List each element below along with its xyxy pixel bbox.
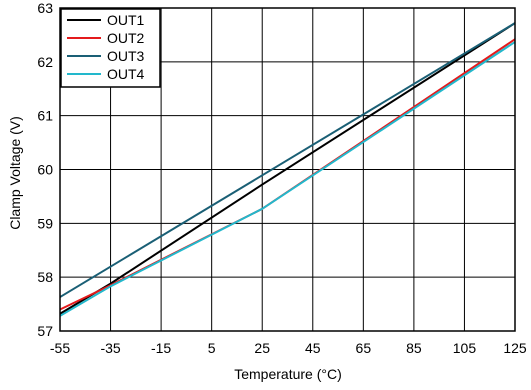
series-lines xyxy=(59,22,516,317)
series-line-out3 xyxy=(59,22,516,298)
x-tick-label: 125 xyxy=(503,340,527,356)
series-line-out4 xyxy=(59,41,516,317)
y-tick-label: 62 xyxy=(37,54,53,70)
x-tick-label: 45 xyxy=(305,340,321,356)
y-tick-label: 63 xyxy=(37,0,53,16)
y-tick-label: 58 xyxy=(37,269,53,285)
x-tick-label: 65 xyxy=(356,340,372,356)
legend-label-out2: OUT2 xyxy=(107,30,145,46)
plot-border xyxy=(59,7,516,332)
x-tick-label: -35 xyxy=(100,340,120,356)
tick-labels: -55 -35 -15 5 25 45 65 85 105 125 57 58 59 60 61 62 63 xyxy=(37,0,526,356)
x-tick-label: 105 xyxy=(453,340,477,356)
y-tick-label: 59 xyxy=(37,215,53,231)
legend-label-out3: OUT3 xyxy=(107,48,145,64)
y-tick-label: 61 xyxy=(37,108,53,124)
legend-label-out1: OUT1 xyxy=(107,12,145,28)
legend-label-out4: OUT4 xyxy=(107,66,145,82)
x-tick-label: 5 xyxy=(208,340,216,356)
plot-frame xyxy=(59,7,516,332)
y-axis-title: Clamp Voltage (V) xyxy=(7,116,23,230)
x-axis-title: Temperature (°C) xyxy=(234,366,342,382)
x-tick-label: 85 xyxy=(406,340,422,356)
series-line-out1 xyxy=(59,22,516,315)
x-tick-label: -55 xyxy=(50,340,70,356)
legend: OUT1 OUT2 OUT3 OUT4 xyxy=(60,8,161,88)
x-tick-label: -15 xyxy=(151,340,171,356)
x-tick-label: 25 xyxy=(254,340,270,356)
y-tick-label: 60 xyxy=(37,162,53,178)
y-tick-label: 57 xyxy=(37,323,53,339)
